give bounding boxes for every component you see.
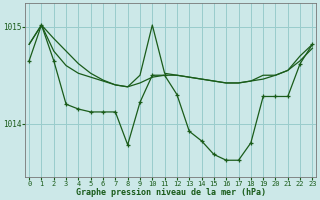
X-axis label: Graphe pression niveau de la mer (hPa): Graphe pression niveau de la mer (hPa) [76, 188, 266, 197]
